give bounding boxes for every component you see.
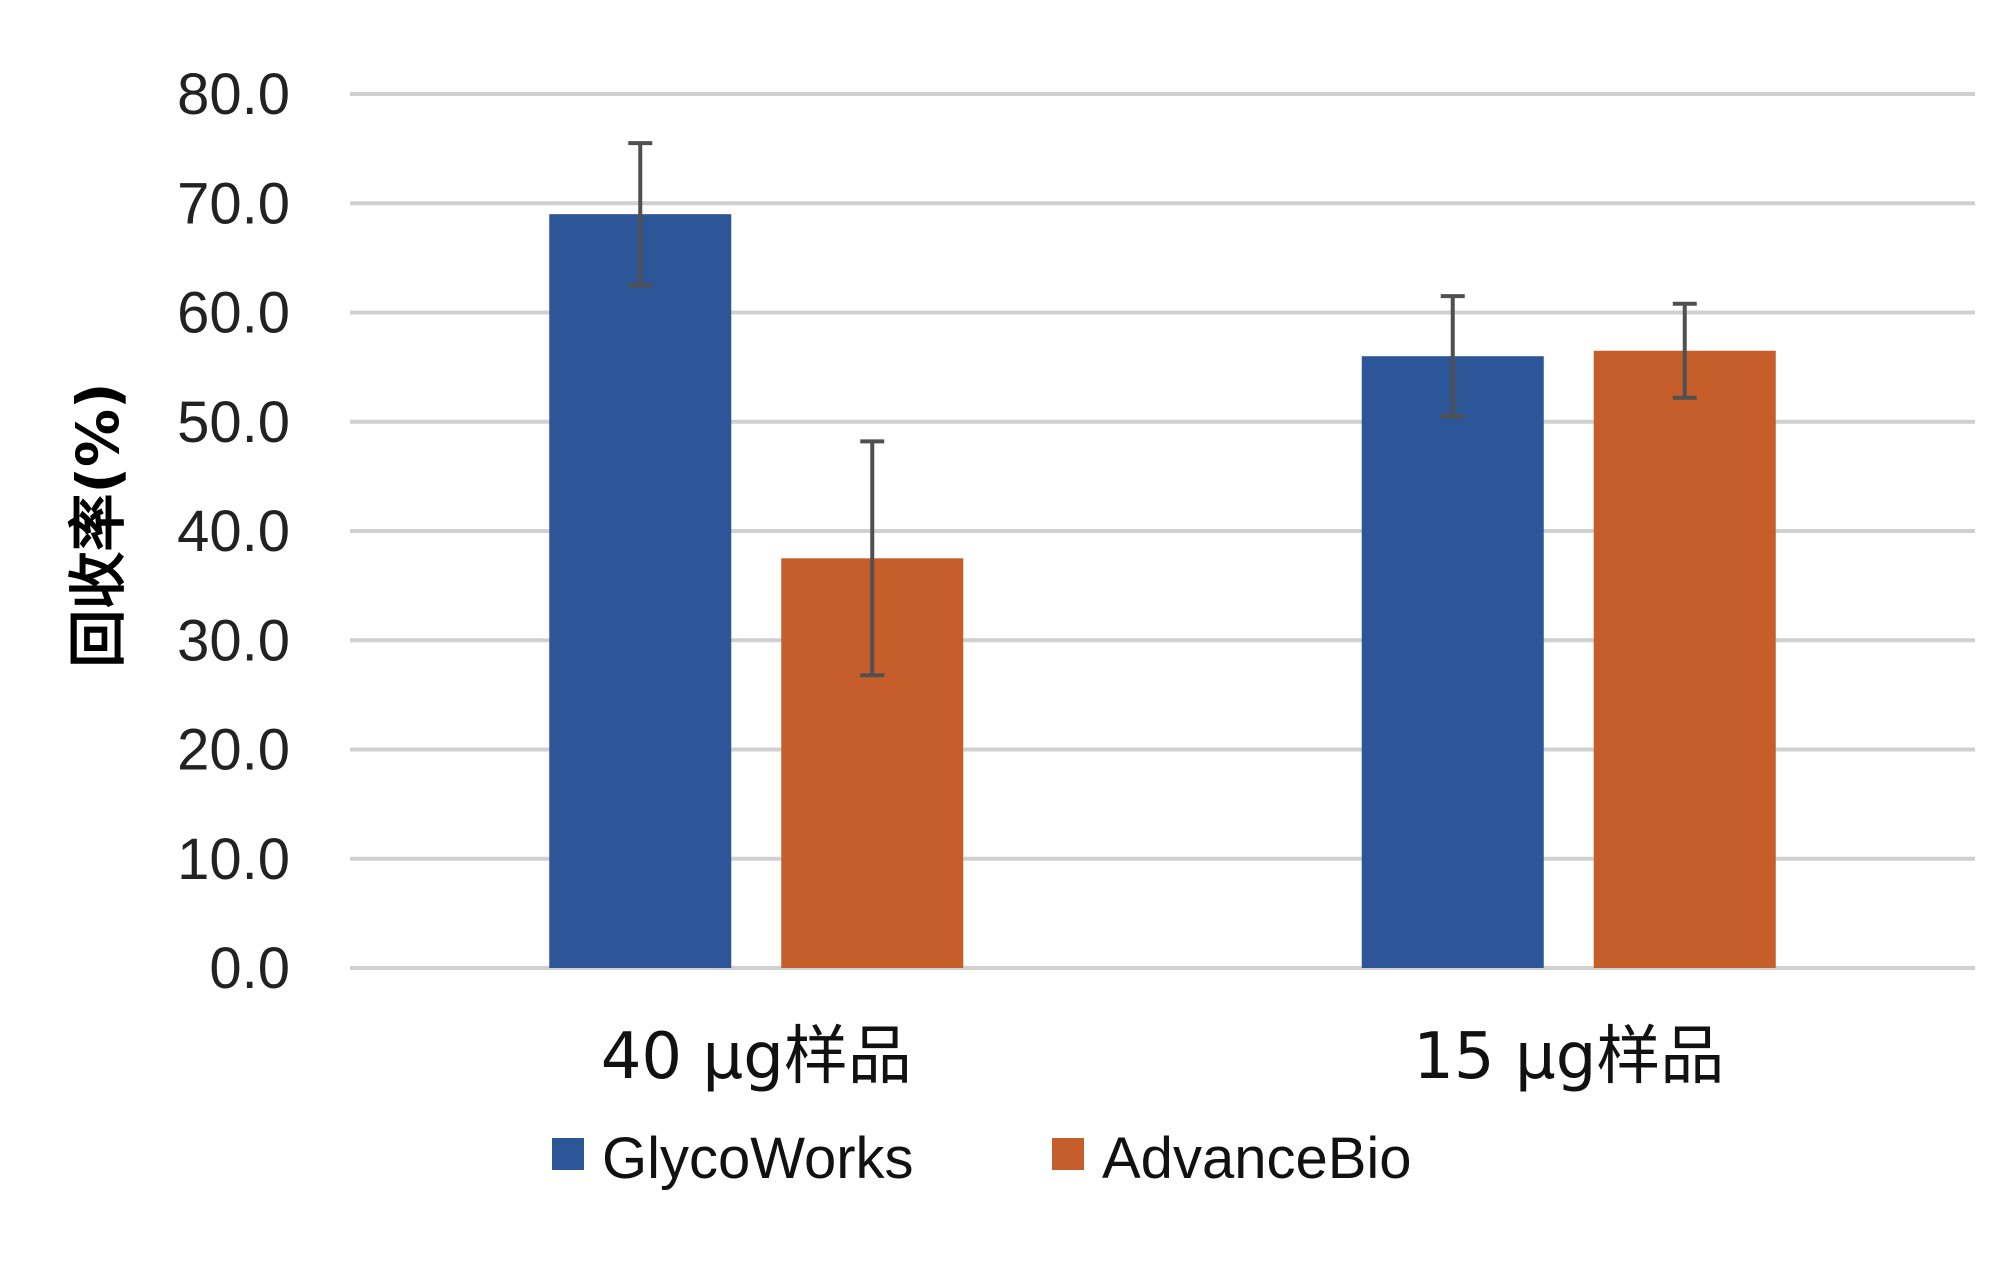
bars <box>549 214 1776 969</box>
legend-label: GlycoWorks <box>602 1126 914 1191</box>
bar <box>1593 350 1776 968</box>
y-tick-label: 50.0 <box>177 390 290 455</box>
y-tick-label: 60.0 <box>177 281 290 346</box>
y-tick-label: 10.0 <box>177 827 290 892</box>
y-tick-label: 20.0 <box>177 718 290 783</box>
legend-swatch <box>552 1138 584 1170</box>
y-tick-labels: 0.0 10.0 20.0 30.0 40.0 50.0 60.0 70.0 80.0 <box>177 62 290 1001</box>
x-tick-label: 40 μg样品 <box>601 1020 912 1094</box>
legend-label: AdvanceBio <box>1102 1126 1412 1191</box>
y-tick-label: 80.0 <box>177 62 290 127</box>
bar <box>549 214 732 969</box>
legend-swatch <box>1052 1138 1084 1170</box>
x-tick-labels: 40 μg样品 15 μg样品 <box>601 1020 1725 1094</box>
x-tick-label: 15 μg样品 <box>1413 1020 1724 1094</box>
y-tick-label: 30.0 <box>177 608 290 673</box>
y-tick-label: 0.0 <box>209 936 290 1001</box>
y-axis-label: 回收率(%) <box>64 382 132 667</box>
legend: GlycoWorks AdvanceBio <box>552 1126 1412 1191</box>
bar <box>1361 356 1544 968</box>
y-tick-label: 40.0 <box>177 499 290 564</box>
error-bars <box>628 141 1697 678</box>
y-tick-label: 70.0 <box>177 171 290 236</box>
